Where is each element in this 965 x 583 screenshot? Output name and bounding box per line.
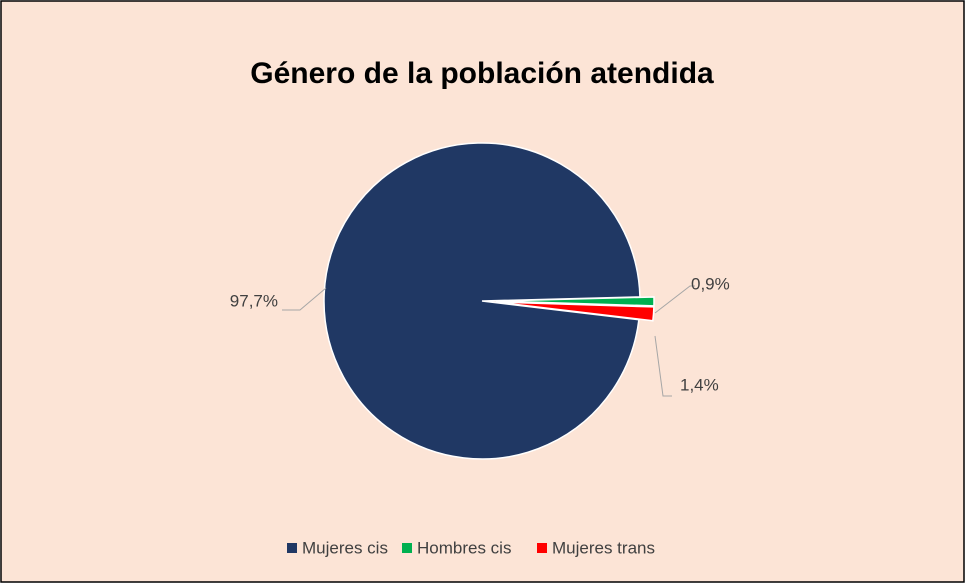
leader-line	[654, 335, 672, 397]
leader-line	[654, 285, 695, 314]
legend-label: Mujeres cis	[302, 538, 388, 557]
data-label: 0,9%	[691, 274, 730, 293]
pie-slice	[323, 142, 641, 460]
legend-swatch	[287, 543, 297, 553]
leader-line	[282, 287, 327, 311]
chart-title: Género de la población atendida	[250, 57, 714, 90]
data-label: 97,7%	[230, 291, 278, 310]
data-label: 1,4%	[680, 375, 719, 394]
legend-swatch	[537, 543, 547, 553]
legend-label: Mujeres trans	[552, 538, 655, 557]
legend-label: Hombres cis	[417, 538, 511, 557]
legend-swatch	[402, 543, 412, 553]
pie-slice	[495, 296, 655, 307]
pie-slice	[495, 301, 655, 322]
